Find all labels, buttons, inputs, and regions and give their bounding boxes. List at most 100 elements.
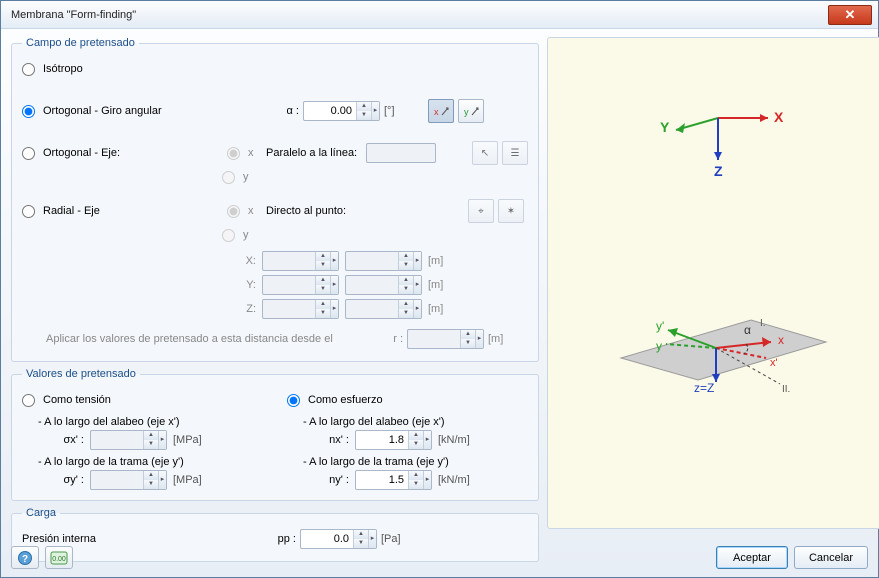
alpha-unit: [°]: [384, 105, 424, 117]
radio-radial[interactable]: [22, 205, 35, 218]
alpha-extra[interactable]: ▸: [371, 102, 379, 120]
ny-up[interactable]: ▲: [409, 471, 423, 480]
sigma-x-unit: [MPa]: [173, 434, 213, 446]
sigma-x-spinner: ▲▼▸: [90, 430, 167, 450]
bottom-bar: ? 0.00 Aceptar Cancelar: [11, 546, 868, 569]
svg-text:II.: II.: [782, 384, 790, 395]
svg-text:α: α: [744, 323, 751, 337]
svg-text:y': y': [656, 319, 664, 333]
svg-text:Z: Z: [714, 163, 723, 179]
esfuerzo-trama: - A lo largo de la trama (eje y'): [303, 456, 528, 468]
pp-label: pp :: [266, 533, 296, 545]
svg-text:?: ?: [22, 554, 28, 565]
svg-text:Y: Y: [660, 119, 670, 135]
ny-extra[interactable]: ▸: [423, 471, 431, 489]
nx-down[interactable]: ▼: [409, 440, 423, 449]
label-oe-x: x: [248, 147, 262, 159]
y1-spinner: ▲▼▸: [262, 275, 339, 295]
ny-spinner[interactable]: ▲▼▸: [355, 470, 432, 490]
ny-unit: [kN/m]: [438, 474, 478, 486]
z-unit: [m]: [428, 303, 468, 315]
sigma-x-label: σx' :: [50, 434, 84, 446]
svg-text:I.: I.: [760, 318, 766, 329]
svg-text:x': x': [770, 357, 778, 369]
svg-text:z=Z: z=Z: [694, 381, 714, 395]
svg-text:X: X: [774, 109, 784, 125]
ok-button[interactable]: Aceptar: [716, 546, 788, 569]
label-ortogonal-giro: Ortogonal - Giro angular: [43, 105, 233, 117]
tension-alabeo: - A lo largo del alabeo (eje x'): [38, 416, 263, 428]
svg-text:y: y: [464, 107, 469, 117]
units-icon-button[interactable]: 0.00: [45, 546, 73, 569]
pick-line-icon: ↖: [472, 141, 498, 165]
svg-text:x: x: [434, 107, 439, 117]
y-unit: [m]: [428, 279, 468, 291]
sigma-y-spinner: ▲▼▸: [90, 470, 167, 490]
label-radial: Radial - Eje: [43, 205, 223, 217]
preview-panel: X Y Z x: [547, 37, 879, 529]
x1-spinner: ▲▼▸: [262, 251, 339, 271]
pp-up[interactable]: ▲: [354, 530, 368, 539]
alpha-up[interactable]: ▲: [357, 102, 371, 111]
sigma-y-unit: [MPa]: [173, 474, 213, 486]
label-re-y: y: [243, 229, 249, 241]
radio-tension[interactable]: [22, 394, 35, 407]
x-coord-label: X:: [240, 255, 256, 267]
radio-ortogonal-eje[interactable]: [22, 147, 35, 160]
x2-spinner: ▲▼▸: [345, 251, 422, 271]
line-list-icon: ☰: [502, 141, 528, 165]
ny-down[interactable]: ▼: [409, 480, 423, 489]
y2-spinner: ▲▼▸: [345, 275, 422, 295]
nx-unit: [kN/m]: [438, 434, 478, 446]
label-esfuerzo: Como esfuerzo: [308, 394, 383, 406]
axis-x-icon-button[interactable]: x: [428, 99, 454, 123]
preview-svg: X Y Z x: [548, 38, 879, 518]
y-coord-label: Y:: [240, 279, 256, 291]
radio-oe-y: [222, 171, 235, 184]
radio-esfuerzo[interactable]: [287, 394, 300, 407]
ny-label: ny' :: [315, 474, 349, 486]
ny-input[interactable]: [356, 471, 408, 489]
radio-isotropo[interactable]: [22, 63, 35, 76]
alpha-label: α :: [237, 105, 299, 117]
label-ortogonal-eje: Ortogonal - Eje:: [43, 147, 223, 159]
paralelo-label: Paralelo a la línea:: [266, 147, 362, 159]
pp-unit: [Pa]: [381, 533, 421, 545]
window-title: Membrana "Form-finding": [11, 9, 828, 21]
label-oe-y: y: [243, 171, 249, 183]
label-tension: Como tensión: [43, 394, 111, 406]
radio-ortogonal-giro[interactable]: [22, 105, 35, 118]
close-button[interactable]: ✕: [828, 5, 872, 25]
r-spinner: ▲▼▸: [407, 329, 484, 349]
sigma-y-label: σy' :: [50, 474, 84, 486]
alpha-down[interactable]: ▼: [357, 111, 371, 120]
values-group: Valores de pretensado Como tensión - A l…: [11, 368, 539, 501]
axis-y-icon-button[interactable]: y: [458, 99, 484, 123]
label-re-x: x: [248, 205, 262, 217]
radio-oe-x: [227, 147, 240, 160]
esfuerzo-alabeo: - A lo largo del alabeo (eje x'): [303, 416, 528, 428]
nx-spinner[interactable]: ▲▼▸: [355, 430, 432, 450]
svg-text:0.00: 0.00: [52, 556, 66, 563]
load-legend: Carga: [22, 507, 60, 519]
alpha-spinner[interactable]: ▲▼ ▸: [303, 101, 380, 121]
svg-text:x: x: [778, 333, 784, 347]
prestress-legend: Campo de pretensado: [22, 37, 139, 49]
directo-label: Directo al punto:: [266, 205, 362, 217]
nx-extra[interactable]: ▸: [423, 431, 431, 449]
prestress-field-group: Campo de pretensado Isótropo Ortogonal -…: [11, 37, 539, 362]
pick-point-icon: ⌖: [468, 199, 494, 223]
radio-re-x: [227, 205, 240, 218]
cancel-button[interactable]: Cancelar: [794, 546, 868, 569]
z-coord-label: Z:: [240, 303, 256, 315]
tension-trama: - A lo largo de la trama (eje y'): [38, 456, 263, 468]
nx-up[interactable]: ▲: [409, 431, 423, 440]
titlebar: Membrana "Form-finding" ✕: [1, 1, 878, 29]
help-icon-button[interactable]: ?: [11, 546, 39, 569]
alpha-input[interactable]: [304, 102, 356, 120]
dialog-window: Membrana "Form-finding" ✕ Campo de prete…: [0, 0, 879, 578]
nx-input[interactable]: [356, 431, 408, 449]
paralelo-input: [366, 143, 436, 163]
point-list-icon: ✶: [498, 199, 524, 223]
values-legend: Valores de pretensado: [22, 368, 140, 380]
